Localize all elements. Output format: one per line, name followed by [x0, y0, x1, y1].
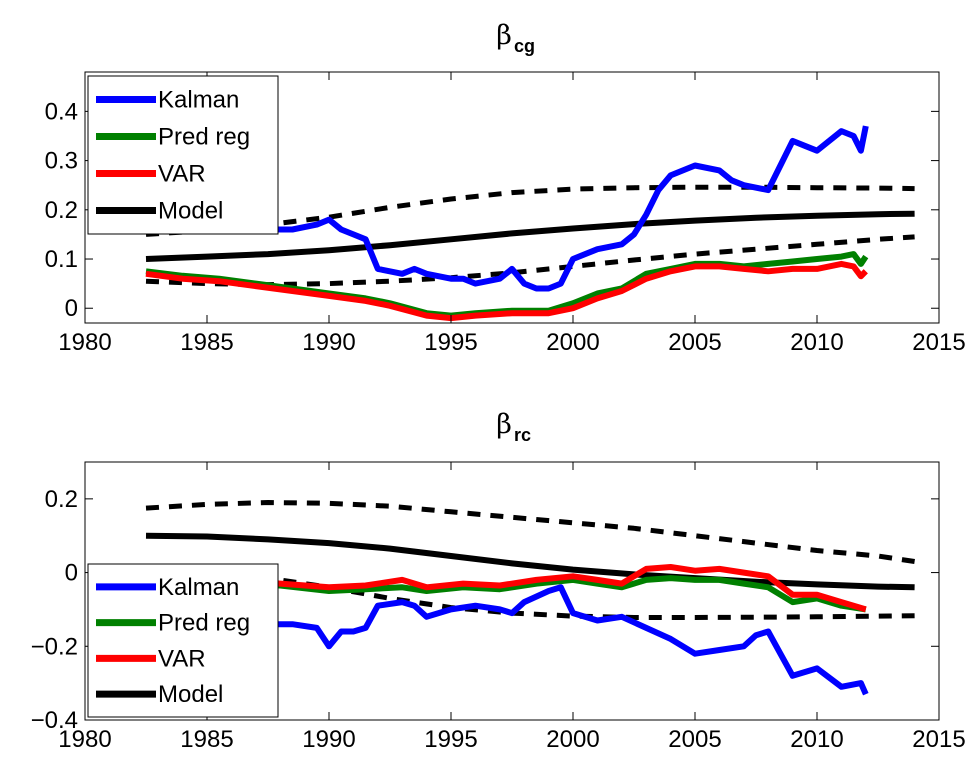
series-line-var [145, 260, 868, 322]
y-tick-label: 0.3 [45, 148, 78, 175]
chart-title: β [496, 20, 512, 51]
chart-title-subscript: rc [514, 425, 531, 445]
series-line-model [145, 210, 915, 262]
x-tick-label: 2000 [546, 726, 599, 753]
series-line-pred-reg [145, 575, 867, 613]
x-tick-label: 2010 [790, 329, 843, 356]
series-line-band-4 [145, 500, 915, 564]
x-tick-label: 2005 [668, 329, 721, 356]
chart-panel-2: β rc 1980 1985 1990 1995 2000 2005 2010 2015 −0.4 −… [31, 409, 966, 753]
legend-label-var: VAR [158, 161, 206, 188]
legend: Kalman Pred reg VAR Model [87, 563, 279, 718]
x-tick-label: 2000 [546, 329, 599, 356]
legend: Kalman Pred reg VAR Model [87, 75, 279, 235]
y-tick-label: 0 [65, 295, 78, 322]
series-line-kalman [146, 584, 869, 696]
chart-title-subscript: cg [514, 36, 535, 56]
x-tick-label: 1985 [180, 329, 233, 356]
x-tick-label: 1995 [424, 329, 477, 356]
y-tick-label: −0.2 [31, 633, 78, 660]
x-tick-label: 2015 [912, 726, 965, 753]
series-line-model [145, 532, 915, 591]
chart-title: β [496, 409, 512, 440]
chart-panel-1: β cg 1980 1985 1990 1995 2000 2005 2010 2015 0 0.1 0… [45, 20, 966, 356]
y-tick-label: 0.2 [45, 486, 78, 513]
y-tick-label: −0.4 [31, 707, 78, 734]
series-line-kalman [146, 125, 869, 292]
series-line-band-4 [145, 184, 915, 237]
legend-label-kalman: Kalman [158, 574, 239, 601]
legend-label-pred-reg: Pred reg [158, 610, 250, 637]
legend-label-kalman: Kalman [158, 87, 239, 114]
x-tick-label: 2015 [912, 329, 965, 356]
x-tick-label: 1995 [424, 726, 477, 753]
x-tick-label: 1990 [302, 726, 355, 753]
x-tick-label: 1980 [58, 329, 111, 356]
legend-label-model: Model [158, 198, 223, 225]
x-tick-label: 1985 [180, 726, 233, 753]
x-tick-label: 2010 [790, 726, 843, 753]
series-line-band-5 [145, 564, 915, 620]
y-tick-label: 0.1 [45, 246, 78, 273]
legend-label-var: VAR [158, 645, 206, 672]
x-tick-label: 1980 [58, 726, 111, 753]
x-tick-label: 2005 [668, 726, 721, 753]
series-line-var [145, 564, 867, 613]
y-tick-label: 0 [65, 560, 78, 587]
x-tick-label: 1990 [302, 329, 355, 356]
legend-label-pred-reg: Pred reg [158, 124, 250, 151]
legend-label-model: Model [158, 681, 223, 708]
y-tick-label: 0.2 [45, 197, 78, 224]
series-line-band-5 [145, 234, 915, 288]
y-tick-label: 0.4 [45, 98, 78, 125]
